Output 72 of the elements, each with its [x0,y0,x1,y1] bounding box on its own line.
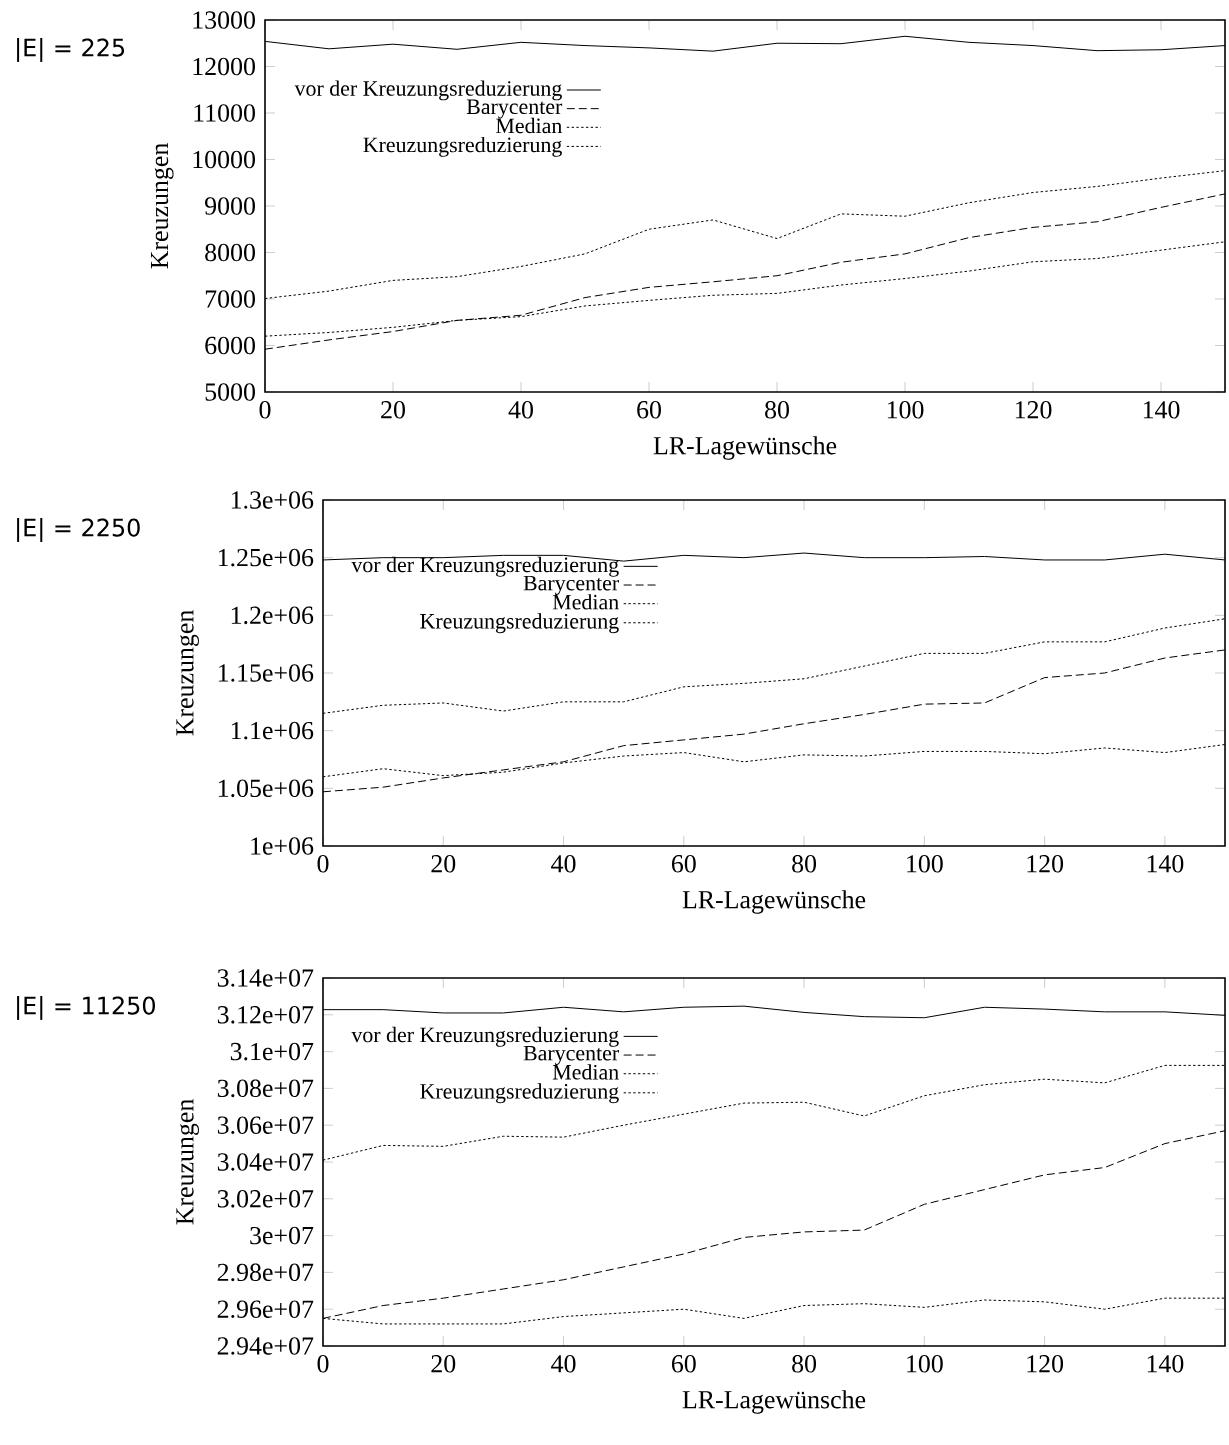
y-tick-label: 1.05e+06 [218,779,314,798]
x-tick-label: 120 [1027,855,1064,873]
y-tick-label: 1.3e+06 [231,491,314,509]
x-tick-label: 80 [765,401,789,419]
x-tick-label: 40 [551,1355,576,1373]
text: |E| = 11250 [17,996,155,1020]
y-tick-label: 9000 [205,197,255,215]
x-tick-label: 100 [887,401,924,419]
x-tick-label: 0 [317,1355,329,1373]
x-tick-label: 60 [671,855,696,873]
x-tick-label: 20 [431,1355,456,1373]
y-axis-title: Kreuzungen [176,610,199,736]
y-tick-label: 1.1e+06 [231,721,314,740]
x-axis-title: LR-Lagewünsche [682,890,866,914]
legend-label: Kreuzungsreduzierung [420,1083,619,1104]
legend-label: Barycenter [523,575,619,595]
y-tick-label: 1.2e+06 [231,606,314,625]
y-tick-label: 3.04e+07 [217,1153,314,1171]
x-tick-label: 40 [508,401,533,419]
legend-label: vor der Kreuzungsreduzierung [351,1026,619,1047]
x-tick-label: 80 [792,1355,817,1373]
x-tick-label: 100 [907,1355,943,1373]
y-tick-label: 1e+06 [251,837,314,855]
y-tick-label: 6000 [205,336,255,355]
y-tick-label: 1.15e+06 [218,664,314,682]
x-tick-label: 80 [792,855,817,873]
text: |E| = 225 [17,38,125,62]
legend-label: Median [552,594,619,610]
x-tick-label: 60 [637,401,661,419]
legend-label: vor der Kreuzungsreduzierung [294,80,562,101]
y-tick-label: 2.96e+07 [217,1300,314,1319]
x-tick-label: 0 [317,855,329,873]
y-tick-label: 10000 [193,150,255,169]
y-tick-label: 11000 [194,104,255,122]
y-tick-label: 2.98e+07 [217,1263,314,1282]
y-tick-label: 3.12e+07 [217,1006,314,1024]
legend-label: Kreuzungsreduzierung [420,613,619,634]
x-tick-label: 140 [1147,855,1184,873]
y-tick-label: 3.14e+07 [217,969,314,987]
y-axis-title: Kreuzungen [176,1099,199,1225]
x-tick-label: 60 [671,1355,696,1373]
y-tick-label: 7000 [205,290,255,308]
x-axis-title: LR-Lagewünsche [682,1390,866,1414]
x-tick-label: 100 [907,855,943,873]
x-tick-label: 140 [1143,401,1180,419]
legend-label: Median [496,117,563,134]
x-tick-label: 0 [259,401,271,419]
y-tick-label: 3e+07 [250,1226,314,1245]
y-tick-label: 3.08e+07 [217,1079,314,1098]
x-tick-label: 140 [1147,1355,1184,1373]
y-tick-label: 3.02e+07 [217,1190,314,1208]
legend-label: Barycenter [523,1045,619,1066]
x-tick-label: 120 [1015,401,1052,419]
y-tick-label: 12000 [193,57,255,76]
y-tick-label: 3.1e+07 [230,1042,314,1061]
legend-label: Kreuzungsreduzierung [363,136,562,157]
y-tick-label: 1.25e+06 [218,548,314,567]
x-tick-label: 20 [431,855,456,873]
y-tick-label: 13000 [193,11,255,29]
x-tick-label: 40 [551,855,576,873]
x-axis-title: LR-Lagewünsche [653,436,837,460]
x-tick-label: 120 [1027,1355,1064,1373]
y-tick-label: 2.94e+07 [217,1337,314,1355]
y-tick-label: 5000 [205,383,255,401]
x-tick-label: 20 [381,401,405,419]
legend-label: Barycenter [466,99,563,119]
y-axis-title: Kreuzungen [150,143,174,269]
text: |E| = 2250 [17,518,140,542]
legend-label: vor der Kreuzungsreduzierung [351,556,619,577]
y-tick-label: 3.06e+07 [217,1116,314,1134]
legend-label: Median [552,1064,619,1080]
y-tick-label: 8000 [205,243,255,262]
